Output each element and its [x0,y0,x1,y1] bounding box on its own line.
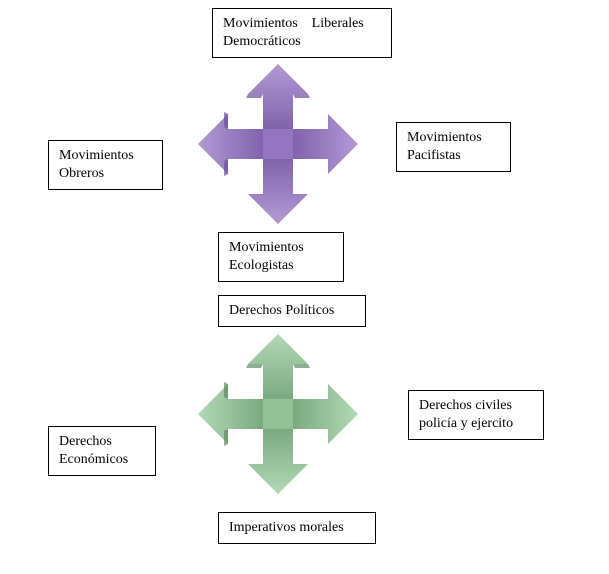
label-text: MovimientosObreros [59,148,134,181]
arrow-cross-bottom [198,334,358,494]
box-right-mov-pacifistas: MovimientosPacifistas [396,122,511,172]
label-text: MovimientosEcologistas [229,240,304,273]
label-text: Derechos civilespolicía y ejercito [419,398,513,431]
box-left-derechos-economicos: DerechosEconómicos [48,426,156,476]
label-text: Movimientos LiberalesDemocráticos [223,16,364,49]
box-left-mov-obreros: MovimientosObreros [48,140,163,190]
label-text: MovimientosPacifistas [407,130,482,163]
label-text: Derechos Políticos [229,303,334,318]
label-text: DerechosEconómicos [59,434,128,467]
box-top-derechos-politicos: Derechos Políticos [218,295,366,327]
label-text: Imperativos morales [229,520,344,535]
box-top-mov-liberales: Movimientos LiberalesDemocráticos [212,8,392,58]
box-bottom-mov-ecologistas: MovimientosEcologistas [218,232,344,282]
arrow-cross-top [198,64,358,224]
box-right-derechos-civiles: Derechos civilespolicía y ejercito [408,390,544,440]
box-bottom-imperativos-morales: Imperativos morales [218,512,376,544]
